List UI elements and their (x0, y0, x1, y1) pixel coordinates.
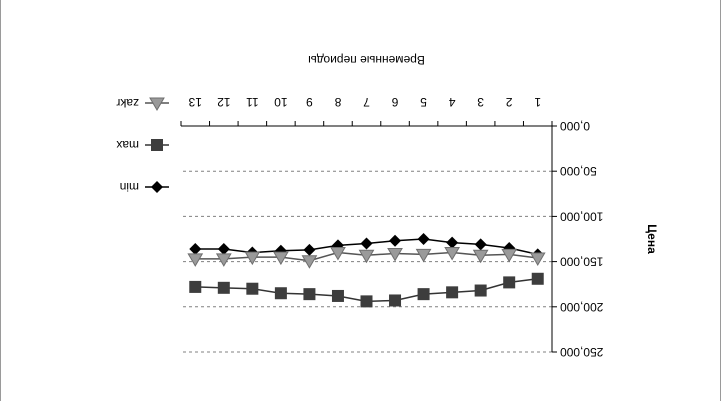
x-tick-label: 11 (246, 95, 259, 109)
data-point-zakr (472, 249, 489, 264)
data-point-zakr (215, 253, 232, 267)
data-point-zakr (501, 248, 518, 263)
y-tick-label: 200,000 (560, 300, 604, 314)
data-point-max (274, 287, 287, 300)
data-point-min (446, 236, 459, 249)
data-point-min (303, 243, 316, 256)
x-axis-title: Временные периоды (308, 53, 425, 67)
legend-marker (151, 139, 163, 151)
data-point-max (531, 272, 544, 285)
legend: min max zakr (116, 96, 169, 194)
data-point-max (503, 276, 516, 289)
y-tick-label: 100,000 (560, 209, 604, 223)
data-point-zakr (273, 251, 289, 266)
data-point-zakr (330, 247, 346, 261)
x-tick-label: 3 (477, 95, 484, 109)
data-point-zakr (301, 255, 318, 269)
x-tick-label: 2 (506, 95, 513, 109)
legend-item-min: min (120, 180, 169, 194)
gridlines (181, 170, 552, 353)
data-point-max (417, 288, 430, 301)
data-point-zakr (415, 248, 432, 263)
data-point-min (417, 233, 430, 245)
y-tick-label: 150,000 (560, 255, 604, 269)
y-tick-label: 250,000 (560, 345, 604, 359)
y-axis-title: Цена (645, 224, 659, 254)
tick-labels: 0,000 50,000 100,000 150,000 200,000 250,000 1… (188, 95, 603, 359)
data-point-max (303, 288, 316, 301)
x-tick-label: 8 (334, 95, 341, 109)
legend-label: max (116, 138, 139, 152)
data-point-max (246, 282, 259, 295)
data-point-min (389, 234, 402, 247)
data-point-zakr (358, 249, 375, 264)
legend-label: min (120, 180, 139, 194)
x-tick-label: 12 (217, 95, 231, 109)
data-point-min (217, 242, 230, 255)
x-tick-label: 10 (274, 95, 288, 109)
x-tick-label: 13 (188, 95, 202, 109)
axes (180, 121, 557, 353)
data-point-max (474, 284, 487, 297)
data-point-zakr (244, 251, 261, 266)
data-point-max (217, 281, 230, 294)
series-max (189, 272, 544, 308)
legend-item-zakr: zakr (116, 96, 169, 111)
data-point-min (274, 244, 287, 257)
data-point-zakr (187, 253, 204, 267)
data-point-min (474, 238, 487, 251)
data-point-min (189, 242, 202, 255)
legend-marker (149, 97, 165, 111)
data-point-max (331, 289, 344, 302)
y-tick-label: 0,000 (560, 119, 590, 133)
series-group (187, 233, 546, 308)
data-point-max (389, 294, 402, 307)
series-zakr (187, 247, 546, 269)
legend-item-max: max (116, 138, 169, 152)
data-point-min (360, 237, 373, 250)
legend-label: zakr (116, 96, 139, 110)
y-tick-label: 50,000 (560, 164, 597, 178)
legend-marker (151, 181, 163, 193)
x-tick-label: 5 (420, 95, 427, 109)
data-point-max (446, 286, 459, 299)
x-tick-label: 9 (306, 95, 313, 109)
data-point-max (189, 280, 202, 293)
x-tick-label: 1 (534, 95, 541, 109)
x-tick-label: 7 (363, 95, 370, 109)
data-point-zakr (529, 252, 546, 266)
data-point-max (360, 295, 373, 308)
x-tick-label: 4 (448, 95, 455, 109)
data-point-zakr (387, 247, 403, 262)
data-point-zakr (444, 247, 460, 261)
x-tick-label: 6 (391, 95, 398, 109)
